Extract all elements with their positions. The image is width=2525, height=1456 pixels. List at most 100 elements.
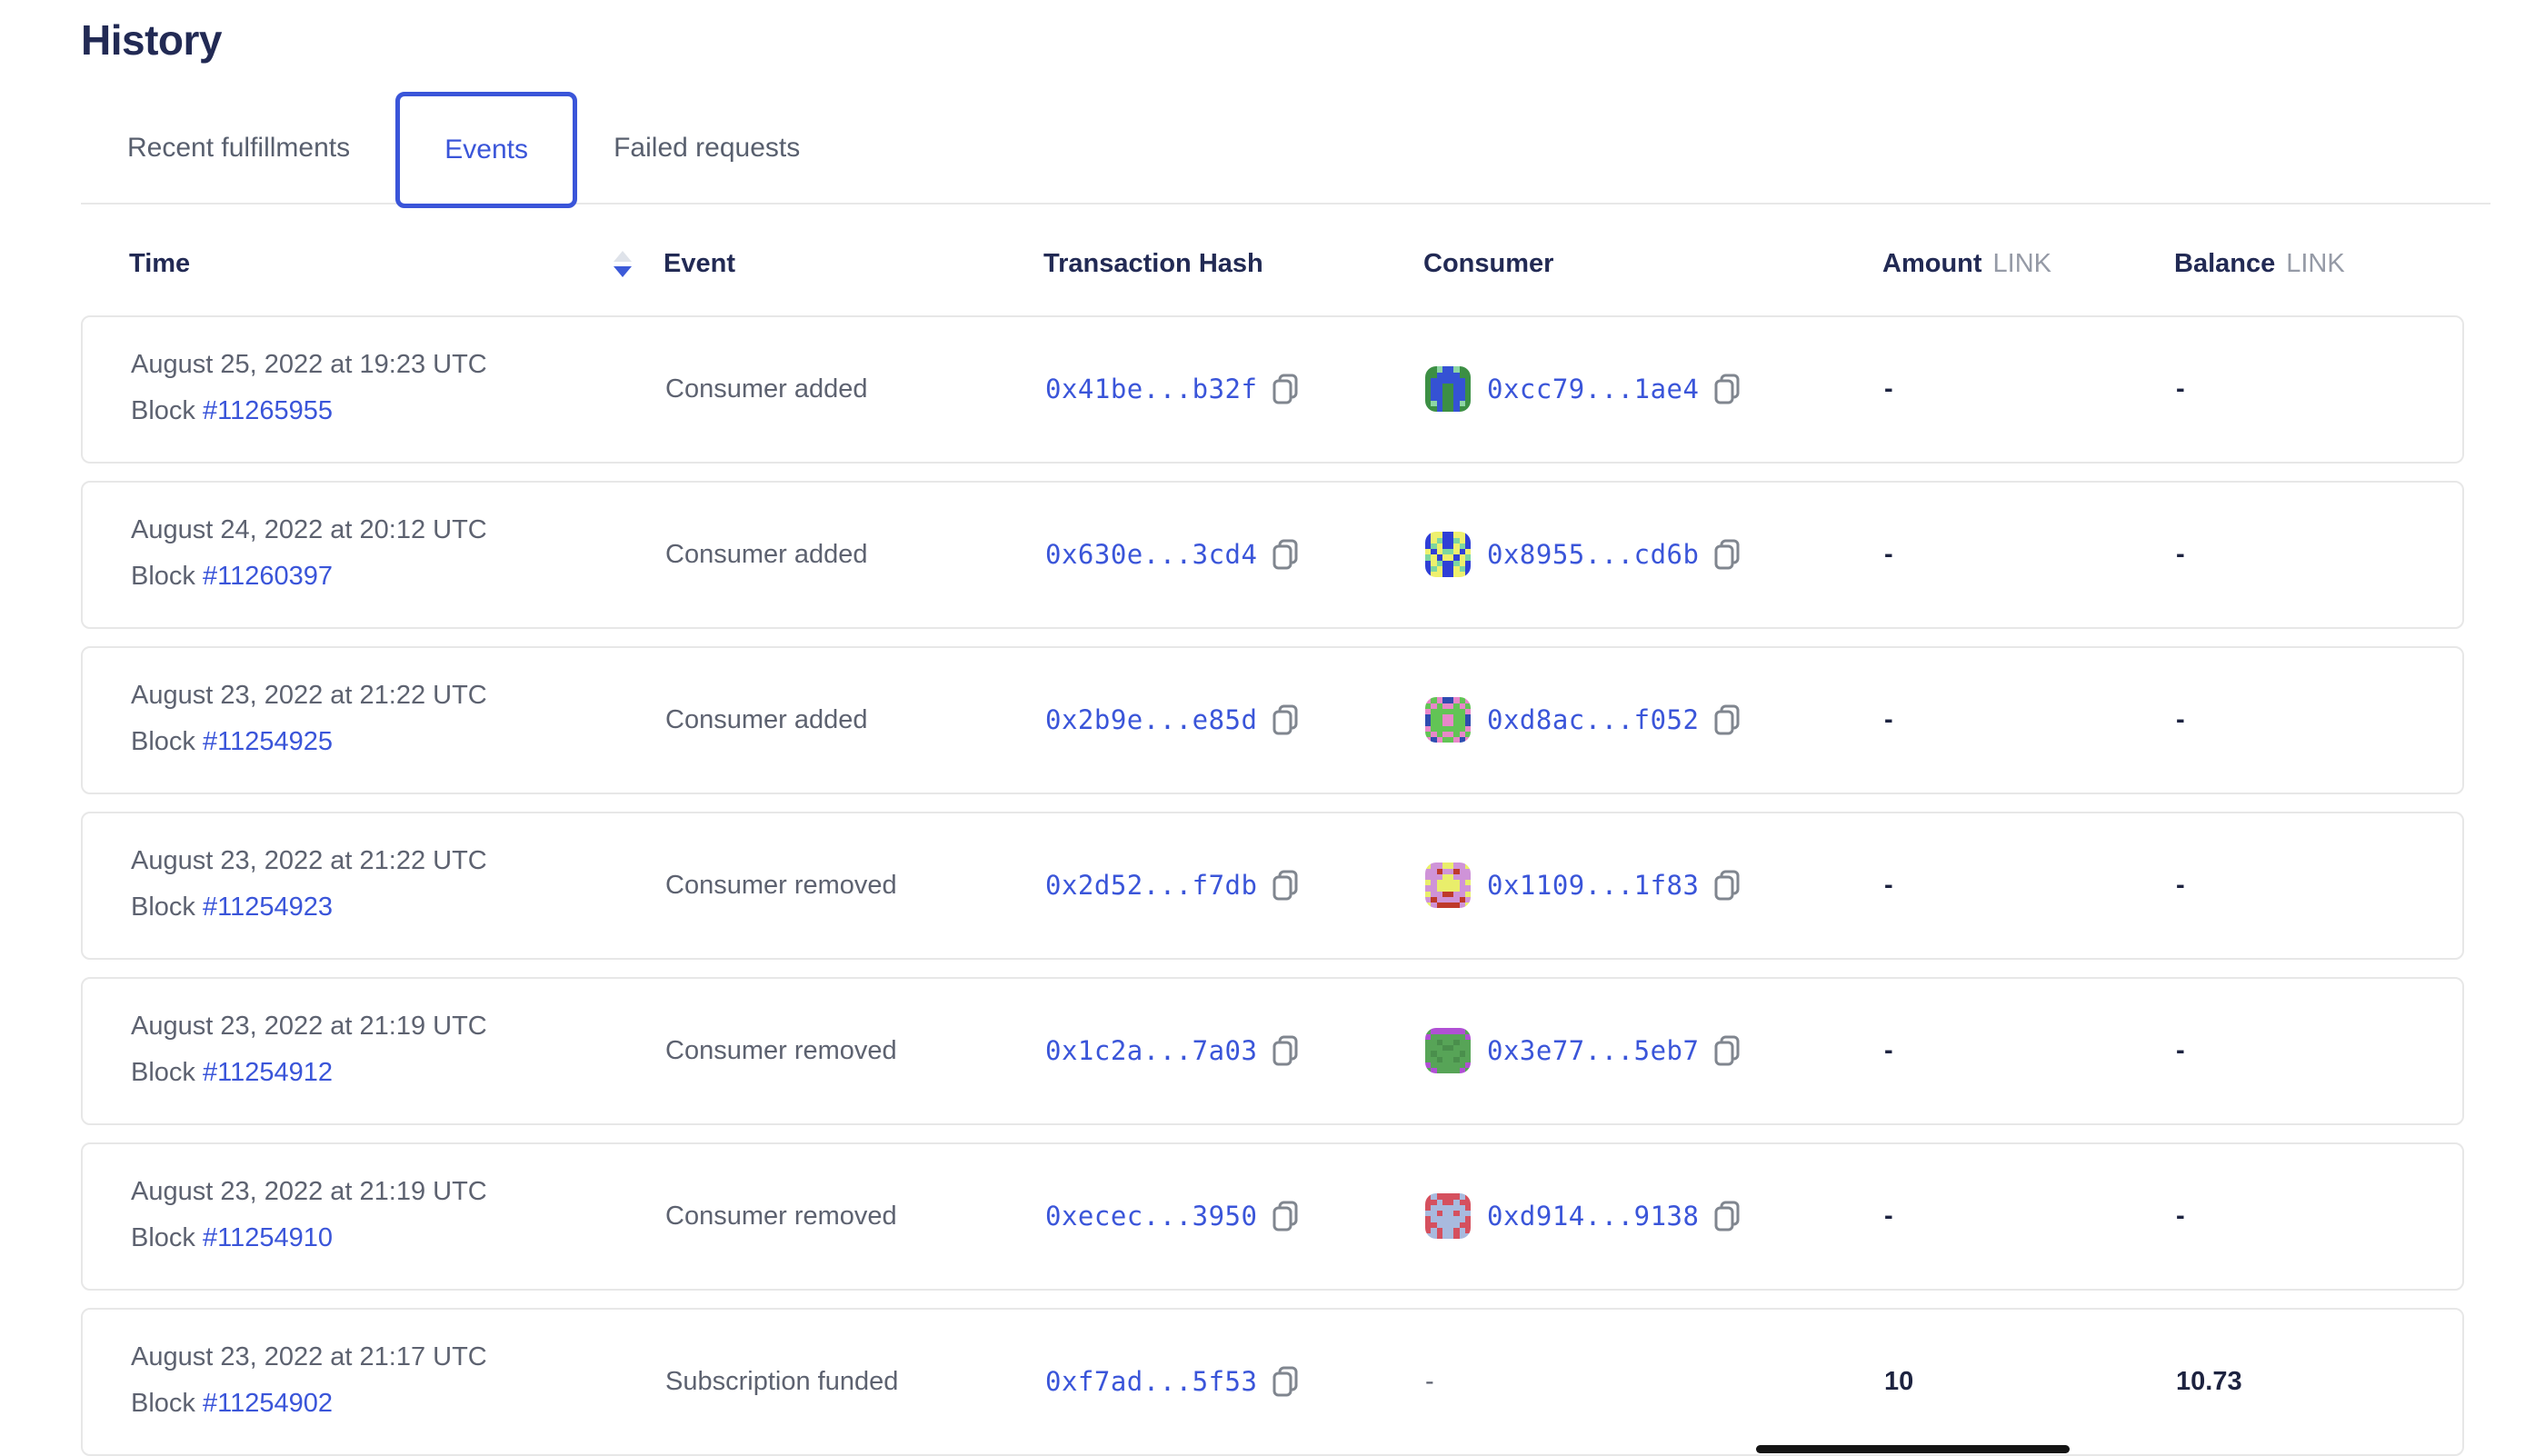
row-timestamp: August 23, 2022 at 21:22 UTC <box>131 680 487 710</box>
transaction-hash-link[interactable]: 0x2d52...f7db <box>1045 870 1258 902</box>
table-row: August 25, 2022 at 19:23 UTC Block #1126… <box>81 314 2464 464</box>
copy-icon[interactable] <box>1713 373 1741 405</box>
copy-icon[interactable] <box>1713 1034 1741 1067</box>
consumer-address-link[interactable]: 0x8955...cd6b <box>1487 539 1700 571</box>
block-line: Block #11260397 <box>131 562 665 592</box>
event-type-label: Consumer removed <box>665 870 897 900</box>
consumer-entry: 0x1109...1f83 <box>1425 863 1741 909</box>
table-row: August 23, 2022 at 21:22 UTC Block #1125… <box>81 645 2464 794</box>
horizontal-scrollbar-thumb[interactable] <box>1756 1445 2070 1453</box>
copy-icon[interactable] <box>1272 1034 1299 1067</box>
copy-icon[interactable] <box>1713 538 1741 571</box>
copy-icon[interactable] <box>1713 703 1741 736</box>
time-cell: August 25, 2022 at 19:23 UTC Block #1126… <box>131 317 665 462</box>
consumer-address-link[interactable]: 0x3e77...5eb7 <box>1487 1035 1700 1067</box>
balance-value: - <box>2176 374 2185 404</box>
column-header-amount: Amount LINK <box>1882 249 2052 279</box>
block-number-link[interactable]: #11254910 <box>202 1222 333 1252</box>
time-cell: August 24, 2022 at 20:12 UTC Block #1126… <box>131 483 665 627</box>
events-table: Time Event Transaction Hash Consumer Amo… <box>81 214 2464 1456</box>
row-timestamp: August 25, 2022 at 19:23 UTC <box>131 349 487 379</box>
transaction-hash-cell: 0xf7ad...5f53 <box>1045 1365 1425 1398</box>
copy-icon[interactable] <box>1713 1200 1741 1232</box>
block-line: Block #11265955 <box>131 396 665 426</box>
block-number-link[interactable]: #11254923 <box>202 892 333 922</box>
transaction-hash-link[interactable]: 0xf7ad...5f53 <box>1045 1366 1258 1398</box>
copy-icon[interactable] <box>1272 373 1299 405</box>
consumer-address-link[interactable]: 0xd8ac...f052 <box>1487 704 1700 736</box>
consumer-entry: 0x3e77...5eb7 <box>1425 1028 1741 1074</box>
block-line: Block #11254902 <box>131 1389 665 1419</box>
column-header-transaction-hash: Transaction Hash <box>1043 249 1263 279</box>
transaction-hash-link[interactable]: 0x41be...b32f <box>1045 374 1258 405</box>
table-row: August 24, 2022 at 20:12 UTC Block #1126… <box>81 480 2464 629</box>
transaction-hash-cell: 0x41be...b32f <box>1045 373 1425 405</box>
tab-recent-fulfillments[interactable]: Recent fulfillments <box>127 132 351 163</box>
table-row: August 23, 2022 at 21:19 UTC Block #1125… <box>81 1142 2464 1291</box>
consumer-identicon <box>1425 1193 1471 1240</box>
consumer-address-link[interactable]: 0x1109...1f83 <box>1487 870 1700 902</box>
consumer-cell: 0xd8ac...f052 - <box>1425 697 1884 743</box>
column-header-consumer: Consumer <box>1423 249 1554 279</box>
time-cell: August 23, 2022 at 21:19 UTC Block #1125… <box>131 979 665 1123</box>
copy-icon[interactable] <box>1272 538 1299 571</box>
event-type-label: Consumer removed <box>665 1201 897 1231</box>
page-title: History <box>81 16 222 64</box>
copy-icon[interactable] <box>1272 1200 1299 1232</box>
row-timestamp: August 23, 2022 at 21:19 UTC <box>131 1176 487 1206</box>
row-timestamp: August 23, 2022 at 21:17 UTC <box>131 1341 487 1371</box>
consumer-entry: 0xd8ac...f052 <box>1425 697 1741 743</box>
balance-unit-label: LINK <box>2286 249 2345 279</box>
balance-value: - <box>2176 1201 2185 1231</box>
transaction-hash-link[interactable]: 0x630e...3cd4 <box>1045 539 1258 571</box>
amount-value: - <box>1884 870 1893 900</box>
amount-value: - <box>1884 1035 1893 1065</box>
consumer-identicon <box>1425 366 1471 413</box>
time-cell: August 23, 2022 at 21:22 UTC Block #1125… <box>131 813 665 958</box>
block-number-link[interactable]: #11254912 <box>202 1057 333 1087</box>
transaction-hash-link[interactable]: 0x1c2a...7a03 <box>1045 1035 1258 1067</box>
block-label: Block <box>131 892 195 922</box>
transaction-hash-cell: 0x1c2a...7a03 <box>1045 1034 1425 1067</box>
block-line: Block #11254923 <box>131 893 665 922</box>
balance-value: - <box>2176 870 2185 900</box>
block-number-link[interactable]: #11254925 <box>202 726 333 756</box>
sort-up-arrow <box>614 251 632 263</box>
transaction-hash-cell: 0xecec...3950 <box>1045 1200 1425 1232</box>
block-label: Block <box>131 1388 195 1418</box>
amount-unit-label: LINK <box>1992 249 2052 279</box>
sort-descending-icon[interactable] <box>614 251 632 278</box>
block-number-link[interactable]: #11265955 <box>202 395 333 425</box>
block-number-link[interactable]: #11254902 <box>202 1388 333 1418</box>
table-row: August 23, 2022 at 21:22 UTC Block #1125… <box>81 811 2464 960</box>
balance-value: - <box>2176 704 2185 734</box>
block-line: Block #11254910 <box>131 1223 665 1253</box>
column-header-event: Event <box>664 249 735 279</box>
consumer-address-link[interactable]: 0xcc79...1ae4 <box>1487 374 1700 405</box>
tab-bar-divider <box>81 202 2490 204</box>
consumer-address-link[interactable]: 0xd914...9138 <box>1487 1201 1700 1232</box>
amount-value: - <box>1884 1201 1893 1231</box>
consumer-identicon <box>1425 1028 1471 1074</box>
column-header-time[interactable]: Time <box>129 249 664 279</box>
consumer-cell: 0x8955...cd6b - <box>1425 532 1884 578</box>
tab-events[interactable]: Events <box>444 134 528 165</box>
time-cell: August 23, 2022 at 21:19 UTC Block #1125… <box>131 1144 665 1289</box>
time-cell: August 23, 2022 at 21:17 UTC Block #1125… <box>131 1310 665 1454</box>
copy-icon[interactable] <box>1272 869 1299 902</box>
block-label: Block <box>131 726 195 756</box>
transaction-hash-link[interactable]: 0x2b9e...e85d <box>1045 704 1258 736</box>
block-number-link[interactable]: #11260397 <box>202 561 333 591</box>
balance-value: - <box>2176 539 2185 569</box>
tab-events-active-outline[interactable]: Events <box>395 91 578 208</box>
transaction-hash-link[interactable]: 0xecec...3950 <box>1045 1201 1258 1232</box>
event-type-label: Subscription funded <box>665 1366 899 1396</box>
tab-failed-requests[interactable]: Failed requests <box>614 132 801 163</box>
copy-icon[interactable] <box>1713 869 1741 902</box>
event-type-label: Consumer removed <box>665 1035 897 1065</box>
block-line: Block #11254912 <box>131 1058 665 1088</box>
copy-icon[interactable] <box>1272 703 1299 736</box>
consumer-entry: 0x8955...cd6b <box>1425 532 1741 578</box>
copy-icon[interactable] <box>1272 1365 1299 1398</box>
